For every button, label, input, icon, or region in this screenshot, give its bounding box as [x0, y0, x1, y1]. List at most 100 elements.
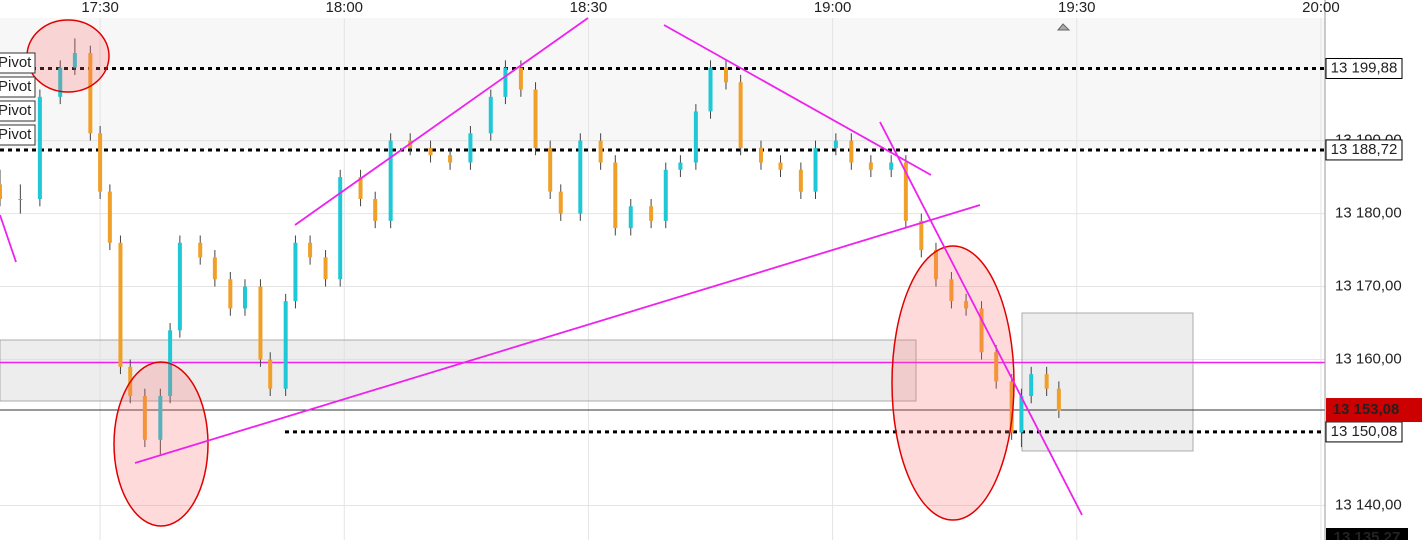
candle-body — [738, 82, 743, 148]
candle-body — [1029, 374, 1034, 397]
levels — [0, 66, 1405, 434]
candle-body — [88, 53, 93, 134]
candle-body — [889, 162, 894, 170]
candle-body — [813, 147, 818, 192]
candle-body — [868, 162, 873, 170]
marker — [1056, 23, 1071, 31]
x-tick-label: 18:30 — [570, 0, 608, 16]
last-price-box — [1326, 398, 1422, 423]
ellipse — [113, 361, 209, 527]
candle-body — [663, 169, 668, 221]
candle-body — [903, 162, 908, 221]
candle-body — [693, 111, 698, 163]
upper-band — [0, 18, 1325, 149]
bottom-label-box — [1326, 528, 1408, 540]
level-label: 13 199,88 — [1331, 59, 1398, 76]
candle-body — [142, 396, 147, 440]
candle-body — [198, 242, 203, 258]
y-tick-label: 13 140,00 — [1335, 496, 1402, 513]
y-tick-label: 13 160,00 — [1335, 350, 1402, 367]
candle-body — [58, 67, 63, 97]
level-label: 13 188,72 — [1331, 141, 1398, 158]
candle-body — [338, 177, 343, 280]
trendline — [0, 214, 17, 263]
candle-body — [107, 191, 112, 243]
candle-body — [283, 301, 288, 389]
x-tick-label: 19:00 — [814, 0, 852, 16]
candle-body — [649, 206, 654, 221]
candle-body — [72, 53, 77, 68]
last-price-label: 13 153,08 — [1333, 401, 1400, 418]
candle-body — [613, 162, 618, 229]
candle-body — [228, 279, 233, 309]
candle-body — [268, 359, 273, 389]
candle-body — [388, 140, 393, 221]
pivot-tag — [0, 124, 36, 146]
zone — [0, 339, 917, 402]
level-label: 13 150,08 — [1331, 423, 1398, 440]
level-label-box — [1325, 57, 1403, 79]
candle-body — [242, 286, 247, 309]
candle-body — [323, 257, 328, 280]
bottom-label: 13 135,27 — [1334, 529, 1401, 540]
candle-body — [358, 177, 363, 199]
candle-body — [798, 169, 803, 192]
y-tick-label: 13 180,00 — [1335, 205, 1402, 222]
x-tick-label: 19:30 — [1058, 0, 1096, 16]
candle-body — [778, 162, 783, 170]
x-tick-label: 17:30 — [81, 0, 119, 16]
candle-body — [373, 198, 378, 221]
candle-body — [628, 206, 633, 229]
candle-body — [98, 133, 103, 192]
candle-body — [308, 242, 313, 258]
candle-body — [758, 147, 763, 163]
candle-body — [919, 220, 924, 251]
trendline — [879, 121, 1083, 516]
annotations — [26, 19, 1015, 527]
pivot-tag-label: Pivot — [0, 102, 32, 119]
candle-body — [177, 242, 182, 331]
candle-body — [158, 396, 163, 440]
candle-body — [118, 242, 123, 367]
x-tick-label: 18:00 — [325, 0, 363, 16]
x-tick-label: 20:00 — [1302, 0, 1340, 16]
candle-body — [933, 250, 938, 280]
candle-body — [488, 96, 493, 134]
candle-body — [723, 67, 728, 83]
axis: 13 140,00 13 160,00 13 170,00 13 180,00 13 1… — [81, 0, 1422, 540]
candle-body — [979, 308, 984, 353]
candle-body — [448, 155, 453, 163]
candle-body — [578, 140, 583, 214]
candle-body — [0, 184, 2, 199]
candle-body — [1019, 396, 1024, 433]
trendline — [294, 17, 589, 226]
level-label-box — [1325, 139, 1403, 161]
ellipse — [26, 19, 110, 93]
candle-body — [994, 352, 999, 382]
trendline — [663, 24, 932, 176]
candle-body — [518, 67, 523, 90]
pivot-tag-label: Pivot — [0, 54, 32, 71]
candle-body — [258, 286, 263, 360]
candle-body — [849, 140, 854, 163]
candle-body — [533, 89, 538, 148]
zone — [1021, 312, 1194, 452]
trendline — [134, 204, 981, 464]
pivot-tag — [0, 52, 36, 74]
candle-body — [1056, 388, 1061, 411]
pivot-tag-label: Pivot — [0, 126, 32, 143]
candle-body — [293, 242, 298, 302]
candle-body — [708, 67, 713, 112]
axis-bg — [1325, 0, 1422, 540]
candle-body — [18, 198, 23, 200]
candle-body — [949, 279, 954, 302]
candle-body — [964, 301, 969, 309]
candle-body — [503, 67, 508, 97]
pivot-tag — [0, 76, 36, 98]
candle-body — [428, 147, 433, 156]
candle-body — [678, 162, 683, 170]
candle-body — [37, 96, 42, 199]
pivot-tag-label: Pivot — [0, 78, 32, 95]
trendlines — [0, 17, 1083, 516]
